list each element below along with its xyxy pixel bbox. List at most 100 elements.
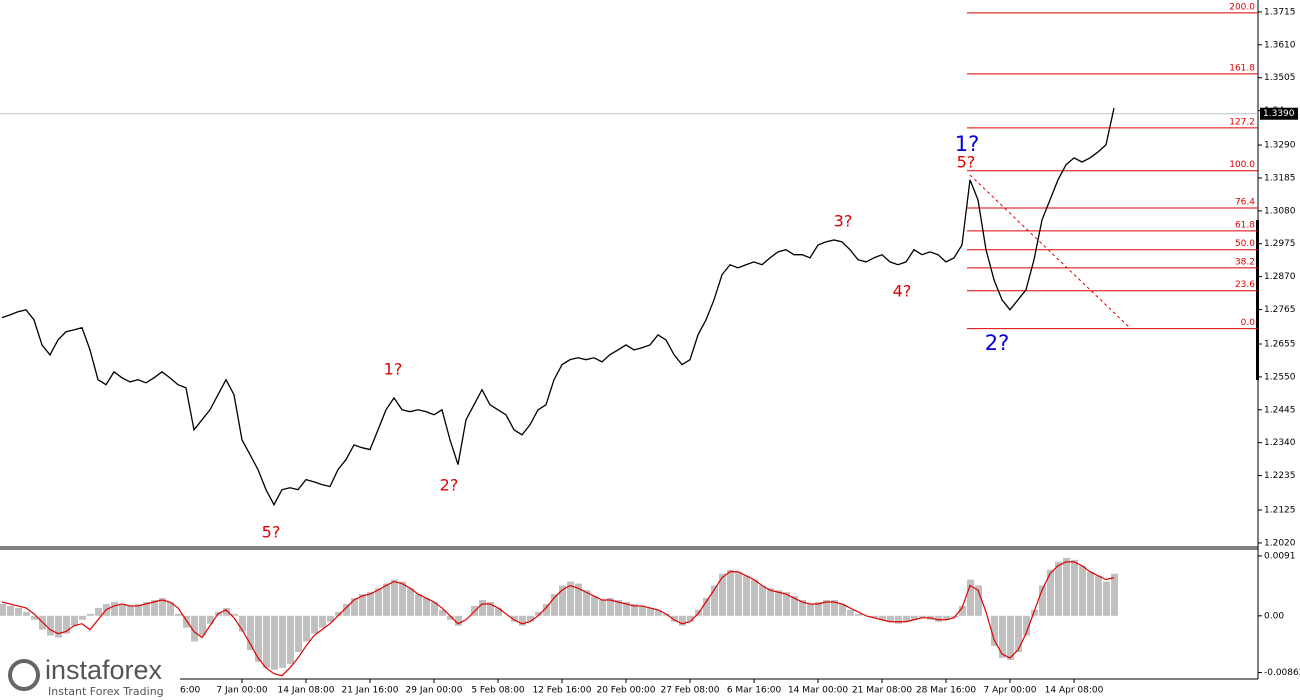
macd-bar bbox=[1063, 557, 1070, 616]
macd-bar bbox=[527, 615, 534, 622]
macd-bar bbox=[799, 600, 806, 616]
fib-label: 61.8 bbox=[1235, 220, 1255, 230]
fib-label: 38.2 bbox=[1235, 257, 1255, 267]
macd-bar bbox=[935, 615, 942, 622]
macd-bar bbox=[767, 588, 774, 616]
y-tick-label: 1.2765 bbox=[1264, 305, 1296, 315]
macd-bar bbox=[1095, 575, 1102, 616]
y-tick-label: 1.3715 bbox=[1264, 7, 1296, 17]
macd-bar bbox=[351, 598, 358, 616]
y-tick-label: 1.2125 bbox=[1264, 506, 1296, 516]
macd-bar bbox=[711, 585, 718, 616]
macd-bar bbox=[191, 615, 198, 642]
x-tick-label: 12 Feb 16:00 bbox=[532, 686, 591, 696]
macd-bar bbox=[607, 598, 614, 616]
macd-bar bbox=[1087, 571, 1094, 616]
fib-label: 76.4 bbox=[1235, 198, 1255, 208]
y-tick-label: 1.3185 bbox=[1264, 173, 1296, 183]
macd-bar bbox=[999, 615, 1006, 658]
macd-bar bbox=[495, 607, 502, 616]
fib-label: 127.2 bbox=[1229, 117, 1255, 127]
macd-bar bbox=[71, 615, 78, 626]
macd-bar bbox=[375, 588, 382, 616]
wave-label: 3? bbox=[834, 212, 853, 231]
macd-bar bbox=[183, 615, 190, 628]
macd-bar bbox=[895, 615, 902, 624]
x-tick-label: 5 Feb 08:00 bbox=[471, 686, 525, 696]
y-tick-label: 1.3290 bbox=[1264, 141, 1296, 151]
y-tick-label: 1.2445 bbox=[1264, 405, 1296, 415]
macd-bar bbox=[647, 607, 654, 616]
macd-bar bbox=[967, 579, 974, 616]
macd-bar bbox=[255, 615, 262, 662]
macd-bar bbox=[783, 592, 790, 616]
macd-bar bbox=[599, 600, 606, 616]
macd-bar bbox=[239, 615, 246, 632]
price-line bbox=[1, 107, 1115, 507]
y-tick-label: 0.00 bbox=[1264, 611, 1284, 621]
x-tick-label: 14 Jan 08:00 bbox=[278, 686, 335, 696]
macd-bar bbox=[367, 592, 374, 616]
y-tick-label: 1.2340 bbox=[1264, 438, 1296, 448]
macd-bar bbox=[871, 615, 878, 618]
fib-label: 161.8 bbox=[1229, 63, 1255, 73]
y-tick-label: 0.0091 bbox=[1264, 551, 1296, 561]
macd-bar bbox=[679, 615, 686, 626]
watermark-tagline: Instant Forex Trading bbox=[48, 685, 164, 698]
macd-bar bbox=[0, 603, 6, 616]
macd-bar bbox=[791, 596, 798, 616]
macd-bar bbox=[47, 615, 54, 636]
macd-bar bbox=[127, 605, 134, 616]
macd-bar bbox=[479, 600, 486, 616]
wave-label: 2? bbox=[985, 331, 1010, 355]
macd-bar bbox=[79, 615, 86, 620]
macd-bar bbox=[295, 615, 302, 653]
macd-bar bbox=[719, 573, 726, 616]
macd-bar bbox=[519, 615, 526, 626]
macd-bar bbox=[535, 611, 542, 616]
macd-bar bbox=[87, 613, 94, 616]
macd-bar bbox=[415, 594, 422, 616]
macd-bar bbox=[159, 598, 166, 616]
macd-bar bbox=[823, 600, 830, 616]
fib-label: 50.0 bbox=[1235, 239, 1255, 249]
watermark-brand: instaforex bbox=[45, 655, 163, 685]
macd-bar bbox=[775, 590, 782, 616]
macd-bar bbox=[743, 575, 750, 616]
y-tick-label: 1.3610 bbox=[1264, 40, 1296, 50]
macd-bar bbox=[271, 615, 278, 670]
macd-bar bbox=[887, 615, 894, 622]
macd-bar bbox=[551, 594, 558, 616]
macd-bar bbox=[511, 615, 518, 622]
scroll-marker bbox=[1256, 220, 1259, 380]
macd-bar bbox=[247, 615, 254, 651]
macd-bar bbox=[911, 615, 918, 620]
macd-bar bbox=[359, 594, 366, 616]
fib-label: 200.0 bbox=[1229, 2, 1255, 12]
wave-label: 1? bbox=[955, 132, 980, 156]
y-tick-label: 1.3505 bbox=[1264, 73, 1296, 83]
x-tick-label: 14 Mar 00:00 bbox=[788, 686, 848, 696]
x-tick-label: 14 Apr 08:00 bbox=[1045, 686, 1104, 696]
macd-bar bbox=[815, 601, 822, 616]
wave-label: 1? bbox=[384, 360, 403, 379]
macd-bar bbox=[111, 601, 118, 616]
macd-bar bbox=[7, 605, 14, 616]
x-tick-label: 29 Jan 00:00 bbox=[406, 686, 463, 696]
y-tick-label: 1.2020 bbox=[1264, 538, 1296, 548]
macd-bar bbox=[879, 615, 886, 620]
macd-bar bbox=[1023, 615, 1030, 636]
macd-bar bbox=[975, 585, 982, 616]
macd-bar bbox=[207, 615, 214, 624]
current-price-box bbox=[1260, 107, 1298, 120]
macd-bar bbox=[383, 583, 390, 616]
macd-bar bbox=[303, 615, 310, 642]
macd-bar bbox=[1055, 561, 1062, 616]
macd-bar bbox=[1039, 585, 1046, 616]
macd-bar bbox=[631, 603, 638, 616]
macd-bar bbox=[847, 609, 854, 616]
macd-bar bbox=[759, 585, 766, 616]
macd-bar bbox=[343, 603, 350, 616]
y-tick-label: 1.2550 bbox=[1264, 372, 1296, 382]
